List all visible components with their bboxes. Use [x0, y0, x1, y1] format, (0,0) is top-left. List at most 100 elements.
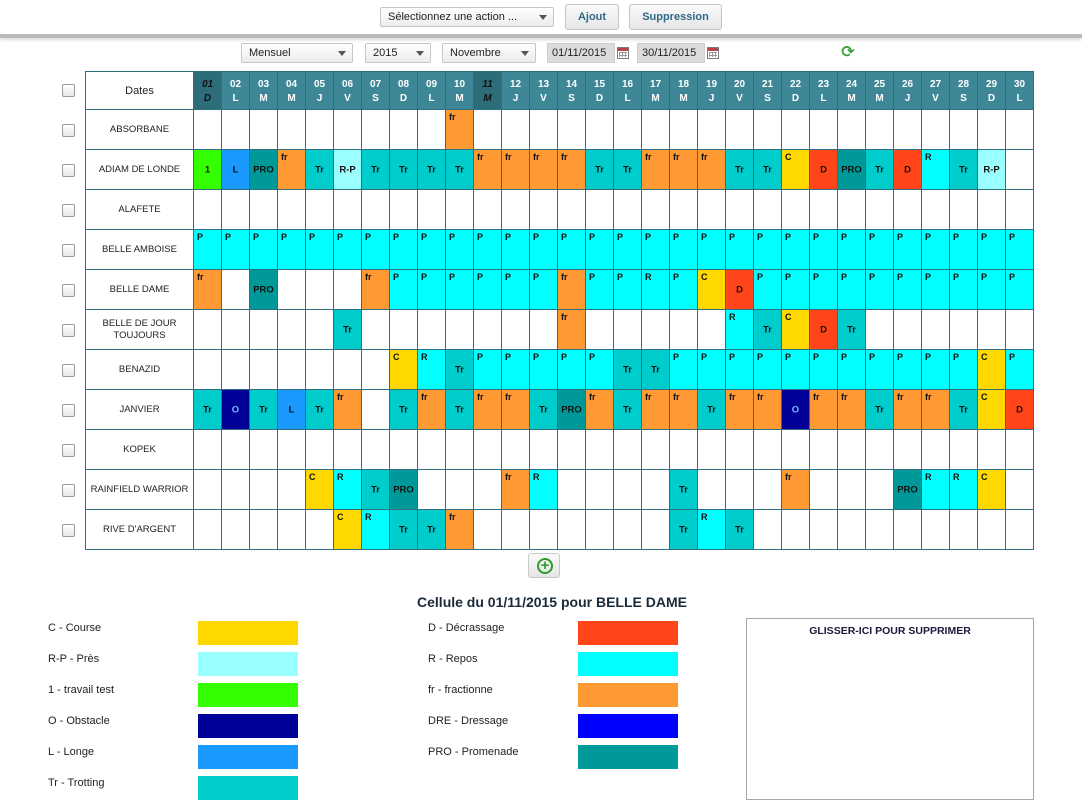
planning-cell[interactable] — [418, 310, 446, 350]
planning-cell[interactable]: R-P — [978, 150, 1006, 190]
planning-cell[interactable]: P — [978, 230, 1006, 270]
planning-cell[interactable]: R — [726, 310, 754, 350]
planning-cell[interactable]: P — [698, 350, 726, 390]
view-mode-select[interactable]: Mensuel — [241, 43, 353, 63]
planning-cell[interactable] — [390, 110, 418, 150]
planning-cell[interactable]: P — [642, 230, 670, 270]
planning-cell[interactable]: P — [418, 230, 446, 270]
planning-cell[interactable] — [866, 470, 894, 510]
planning-cell[interactable] — [922, 190, 950, 230]
planning-cell[interactable] — [502, 190, 530, 230]
planning-cell[interactable] — [782, 110, 810, 150]
planning-cell[interactable]: P — [586, 230, 614, 270]
planning-cell[interactable] — [502, 430, 530, 470]
planning-cell[interactable]: P — [446, 270, 474, 310]
planning-cell[interactable]: R — [642, 270, 670, 310]
planning-cell[interactable]: P — [810, 230, 838, 270]
row-checkbox[interactable] — [62, 204, 75, 217]
planning-cell[interactable]: P — [418, 270, 446, 310]
planning-cell[interactable] — [306, 190, 334, 230]
planning-cell[interactable] — [838, 190, 866, 230]
planning-cell[interactable]: 1 — [194, 150, 222, 190]
planning-cell[interactable] — [978, 110, 1006, 150]
planning-cell[interactable]: Tr — [446, 150, 474, 190]
planning-cell[interactable] — [502, 110, 530, 150]
planning-cell[interactable]: Tr — [950, 150, 978, 190]
planning-cell[interactable] — [222, 270, 250, 310]
planning-cell[interactable] — [1006, 310, 1034, 350]
planning-cell[interactable] — [754, 510, 782, 550]
planning-cell[interactable] — [222, 110, 250, 150]
planning-cell[interactable]: Tr — [726, 510, 754, 550]
planning-cell[interactable] — [922, 310, 950, 350]
planning-cell[interactable] — [894, 190, 922, 230]
add-row-button[interactable]: + — [528, 553, 560, 578]
planning-cell[interactable]: P — [670, 230, 698, 270]
planning-cell[interactable] — [866, 430, 894, 470]
planning-cell[interactable]: P — [950, 230, 978, 270]
planning-cell[interactable]: P — [278, 230, 306, 270]
planning-cell[interactable] — [194, 110, 222, 150]
planning-cell[interactable] — [250, 430, 278, 470]
planning-cell[interactable] — [390, 430, 418, 470]
planning-cell[interactable] — [530, 430, 558, 470]
planning-cell[interactable] — [446, 190, 474, 230]
planning-cell[interactable]: D — [726, 270, 754, 310]
planning-cell[interactable] — [950, 510, 978, 550]
planning-cell[interactable]: fr — [726, 390, 754, 430]
planning-cell[interactable] — [922, 110, 950, 150]
date-from-field[interactable]: 01/11/2015 — [547, 43, 615, 63]
planning-cell[interactable]: Tr — [362, 150, 390, 190]
planning-cell[interactable] — [978, 430, 1006, 470]
row-checkbox[interactable] — [62, 284, 75, 297]
legend-swatch[interactable] — [578, 745, 678, 769]
planning-cell[interactable]: P — [978, 270, 1006, 310]
planning-cell[interactable]: Tr — [754, 150, 782, 190]
planning-cell[interactable]: P — [586, 350, 614, 390]
planning-cell[interactable] — [222, 430, 250, 470]
planning-cell[interactable]: L — [278, 390, 306, 430]
planning-cell[interactable] — [474, 110, 502, 150]
planning-cell[interactable] — [782, 430, 810, 470]
planning-cell[interactable] — [642, 310, 670, 350]
planning-cell[interactable]: Tr — [698, 390, 726, 430]
planning-cell[interactable]: C — [390, 350, 418, 390]
planning-cell[interactable] — [978, 510, 1006, 550]
planning-cell[interactable]: P — [502, 270, 530, 310]
planning-cell[interactable] — [474, 190, 502, 230]
planning-cell[interactable]: P — [922, 230, 950, 270]
planning-cell[interactable] — [306, 110, 334, 150]
planning-cell[interactable]: R-P — [334, 150, 362, 190]
planning-cell[interactable] — [838, 470, 866, 510]
planning-cell[interactable]: R — [950, 470, 978, 510]
planning-cell[interactable]: fr — [642, 390, 670, 430]
planning-cell[interactable]: P — [670, 270, 698, 310]
planning-cell[interactable]: PRO — [250, 270, 278, 310]
planning-cell[interactable] — [418, 470, 446, 510]
planning-cell[interactable] — [362, 430, 390, 470]
planning-cell[interactable]: Tr — [530, 390, 558, 430]
refresh-icon[interactable]: ⟳ — [841, 44, 855, 61]
planning-cell[interactable]: fr — [474, 390, 502, 430]
add-button[interactable]: Ajout — [565, 4, 619, 30]
row-checkbox[interactable] — [62, 324, 75, 337]
planning-cell[interactable]: R — [922, 470, 950, 510]
planning-cell[interactable]: P — [866, 230, 894, 270]
planning-cell[interactable]: fr — [446, 510, 474, 550]
planning-cell[interactable]: P — [446, 230, 474, 270]
planning-cell[interactable] — [418, 190, 446, 230]
planning-cell[interactable] — [894, 510, 922, 550]
planning-cell[interactable] — [502, 310, 530, 350]
planning-cell[interactable]: Tr — [306, 390, 334, 430]
planning-cell[interactable]: Tr — [866, 150, 894, 190]
planning-cell[interactable] — [586, 470, 614, 510]
planning-cell[interactable]: Tr — [754, 310, 782, 350]
planning-cell[interactable]: Tr — [194, 390, 222, 430]
planning-cell[interactable]: fr — [670, 150, 698, 190]
planning-cell[interactable] — [642, 430, 670, 470]
planning-cell[interactable]: PRO — [558, 390, 586, 430]
planning-cell[interactable] — [530, 310, 558, 350]
planning-cell[interactable] — [194, 310, 222, 350]
row-checkbox[interactable] — [62, 404, 75, 417]
planning-cell[interactable] — [362, 190, 390, 230]
